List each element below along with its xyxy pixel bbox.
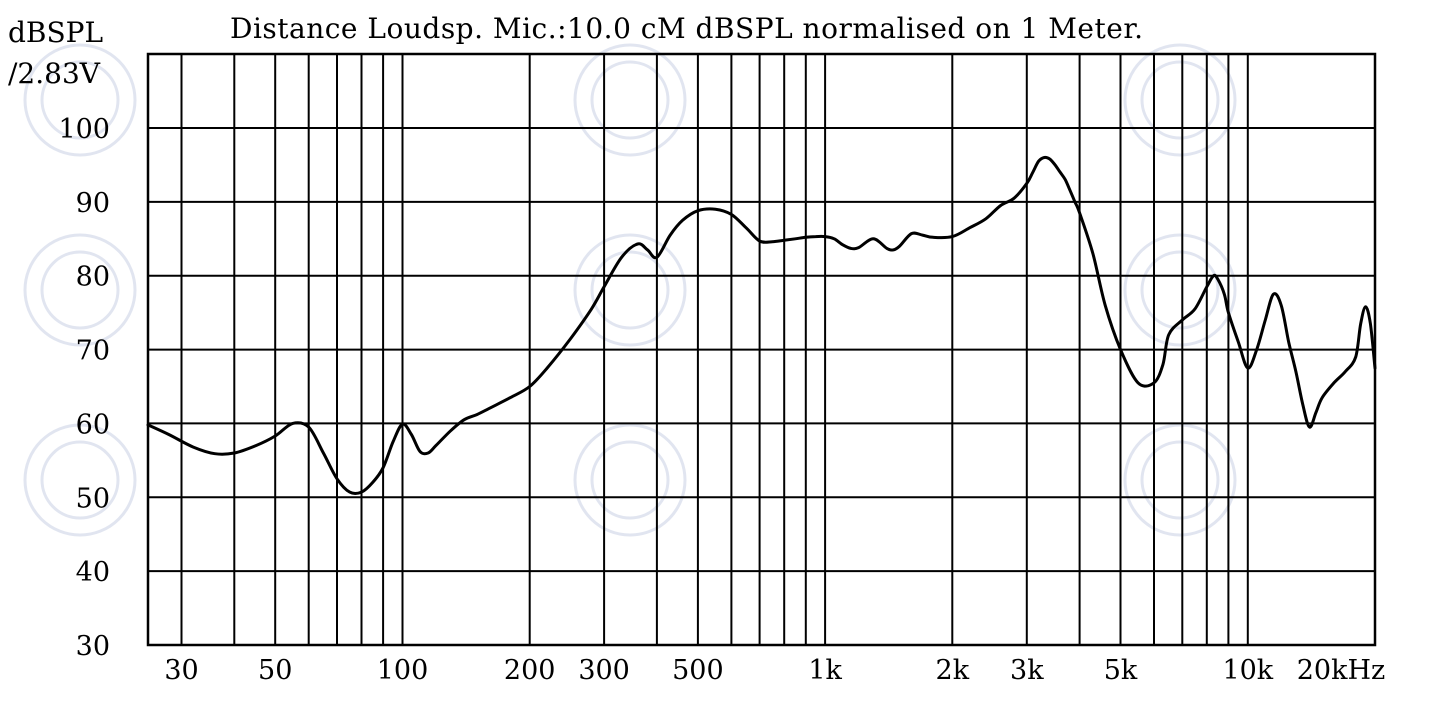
x-tick-label-200: 200 [504, 655, 556, 686]
fce-watermark [23, 43, 1237, 537]
watermark-mark-3 [23, 233, 137, 347]
x-tick-label-100: 100 [377, 655, 429, 686]
watermark-mark-2 [1123, 43, 1237, 157]
x-tick-label-30: 30 [164, 655, 198, 686]
y-axis-label-unit: dBSPL [8, 16, 103, 49]
plot-frame [146, 52, 1377, 647]
watermark-mark-7 [573, 423, 687, 537]
x-tick-label-5k: 5k [1104, 655, 1138, 686]
y-tick-label-90: 90 [76, 188, 110, 219]
y-tick-labels: 100 90 80 70 60 50 40 30 [58, 114, 110, 662]
plot-grid [148, 54, 1376, 646]
x-tick-label-10k: 10k [1222, 655, 1273, 686]
y-tick-label-60: 60 [76, 409, 110, 440]
watermark-mark-8 [1123, 423, 1237, 537]
x-tick-label-500: 500 [672, 655, 724, 686]
watermark-mark-6 [23, 423, 137, 537]
y-tick-label-70: 70 [76, 336, 110, 367]
x-tick-labels: 30 50 100 200 300 500 1k 2k 3k 5k 10k 20kHz [164, 655, 1385, 686]
x-tick-label-3k: 3k [1010, 655, 1044, 686]
x-tick-label-20kHz: 20kHz [1297, 655, 1386, 686]
y-tick-label-30: 30 [76, 631, 110, 662]
x-tick-label-2k: 2k [936, 655, 970, 686]
chart-title: Distance Loudsp. Mic.:10.0 cM dBSPL norm… [230, 12, 1144, 45]
x-tick-label-50: 50 [258, 655, 292, 686]
y-tick-label-50: 50 [76, 483, 110, 514]
y-tick-label-100: 100 [58, 114, 110, 145]
watermark-mark-0 [23, 43, 137, 157]
x-tick-label-300: 300 [578, 655, 630, 686]
watermark-mark-4 [573, 233, 687, 347]
y-axis-label-reference: /2.83V [8, 57, 101, 90]
y-tick-label-80: 80 [76, 262, 110, 293]
watermark-mark-5 [1123, 233, 1237, 347]
response-curve [146, 155, 1377, 496]
y-tick-label-40: 40 [76, 557, 110, 588]
watermark-mark-1 [573, 43, 687, 157]
x-tick-label-1k: 1k [808, 655, 842, 686]
